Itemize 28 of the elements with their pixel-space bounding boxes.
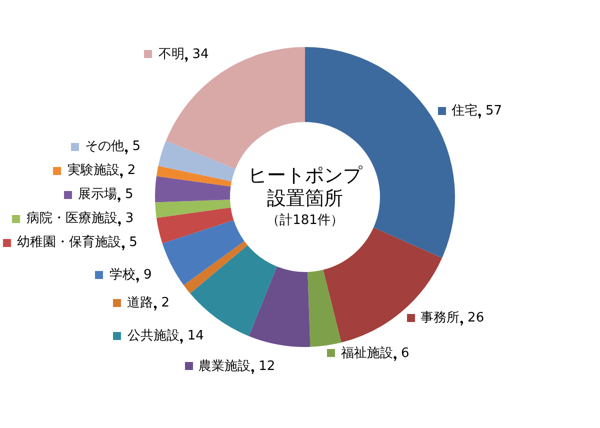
- data-label: 5: [124, 187, 134, 202]
- legend-label: 事務所: [420, 310, 460, 326]
- legend-label: 幼稚園・保育施設: [17, 234, 122, 250]
- legend-label: 農業施設: [198, 358, 251, 374]
- text: （計181件）: [266, 212, 344, 228]
- legend-label: 公共施設: [127, 328, 180, 344]
- data-label: 2: [127, 163, 136, 178]
- data-label: 2: [161, 295, 170, 310]
- legend-label: 病院・医療施設: [26, 211, 118, 226]
- data-label: 3: [125, 211, 134, 226]
- legend-label: 不明: [158, 46, 184, 62]
- data-label: 6: [400, 346, 410, 361]
- legend-label: 道路: [127, 295, 154, 310]
- legend-label: 展示場: [78, 187, 117, 202]
- data-label: 9: [143, 267, 152, 282]
- data-label: 12: [258, 358, 276, 374]
- legend-label: その他: [85, 139, 124, 154]
- legend-label: 学校: [109, 267, 136, 282]
- legend-label: 住宅: [450, 102, 478, 118]
- legend-label: 福祉施設: [340, 346, 393, 361]
- data-label: 5: [129, 235, 138, 250]
- data-label: 34: [192, 46, 209, 62]
- legend-label: 実験施設: [67, 162, 120, 178]
- data-label: 57: [486, 103, 502, 118]
- data-label: 14: [187, 328, 204, 344]
- data-label: 5: [132, 139, 141, 154]
- data-label: 26: [468, 310, 484, 326]
- text: ヒートポンプ設置箇所: [248, 164, 363, 210]
